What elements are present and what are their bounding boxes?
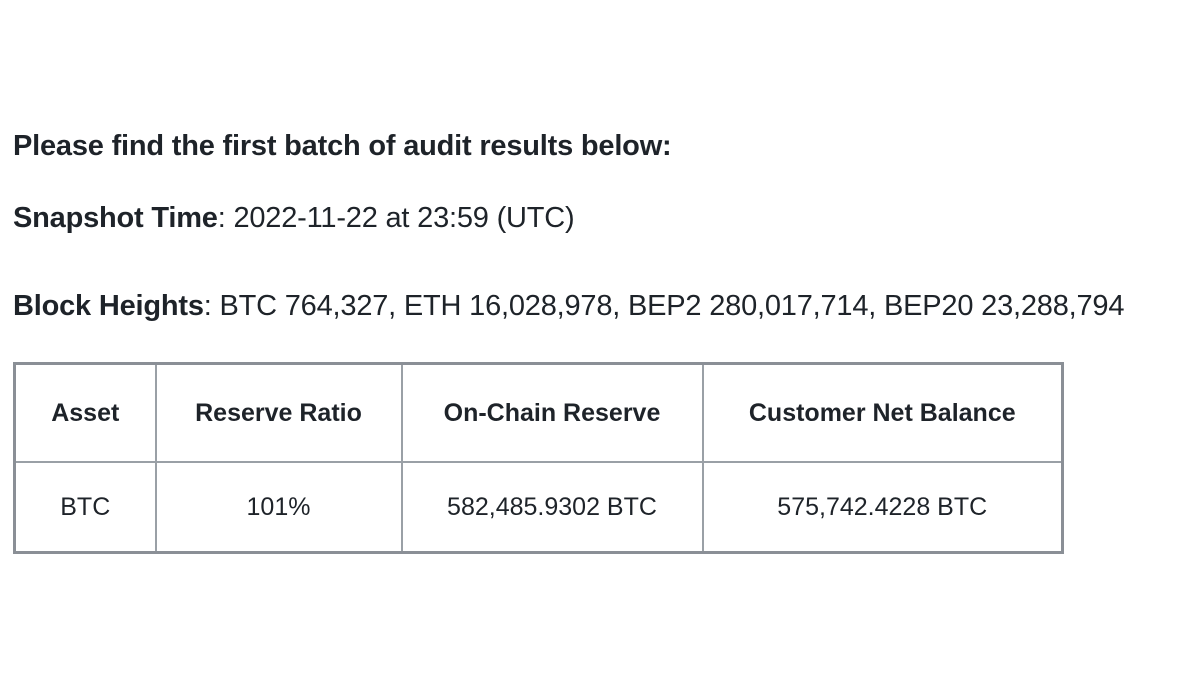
block-heights-line: Block Heights: BTC 764,327, ETH 16,028,9… [13,290,1124,323]
cell-reserve-ratio: 101% [154,461,403,554]
table-row: BTC 101% 582,485.9302 BTC 575,742.4228 B… [13,461,1064,554]
header-asset: Asset [13,362,157,463]
snapshot-time-label: Snapshot Time [13,202,218,234]
block-heights-label: Block Heights [13,290,204,322]
snapshot-time-line: Snapshot Time: 2022-11-22 at 23:59 (UTC) [13,202,575,235]
table-header-row: Asset Reserve Ratio On-Chain Reserve Cus… [13,362,1064,463]
cell-customer-net-balance: 575,742.4228 BTC [701,461,1064,554]
cell-on-chain-reserve: 582,485.9302 BTC [400,461,704,554]
snapshot-time-value: : 2022-11-22 at 23:59 (UTC) [217,202,575,234]
header-customer-net-balance: Customer Net Balance [701,362,1064,463]
header-reserve-ratio: Reserve Ratio [154,362,403,463]
cell-asset: BTC [13,461,157,554]
audit-results-table: Asset Reserve Ratio On-Chain Reserve Cus… [13,362,1064,554]
block-heights-value: : BTC 764,327, ETH 16,028,978, BEP2 280,… [203,290,1125,322]
header-on-chain-reserve: On-Chain Reserve [400,362,704,463]
intro-text: Please find the first batch of audit res… [13,130,672,162]
